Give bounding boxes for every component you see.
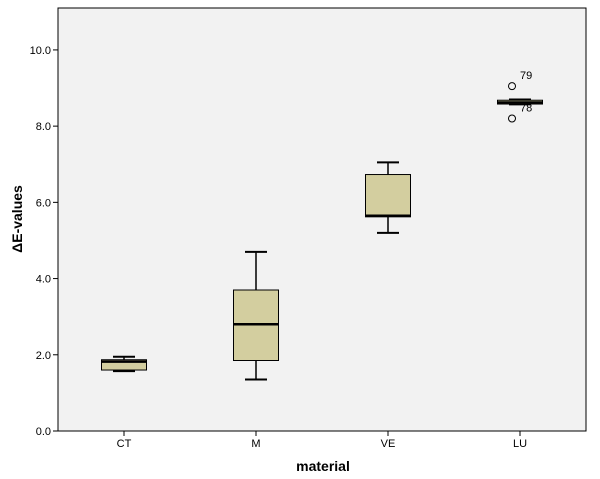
y-tick-label: 2.0 — [36, 350, 51, 362]
y-tick-label: 8.0 — [36, 121, 51, 133]
y-tick-label: 0.0 — [36, 426, 51, 438]
x-tick-label: VE — [381, 438, 396, 450]
box-m — [233, 250, 279, 381]
x-tick-label: M — [251, 438, 260, 450]
iqr-box — [101, 359, 147, 371]
outlier-label: 78 — [520, 103, 532, 115]
y-tick-label: 10.0 — [30, 45, 51, 57]
iqr-box — [365, 174, 411, 218]
x-axis-title: material — [296, 458, 350, 474]
x-tick-label: CT — [117, 438, 132, 450]
outlier-point — [508, 82, 516, 91]
outlier-label: 79 — [520, 70, 532, 82]
box-ct — [101, 355, 147, 373]
y-axis-title: ΔE-values — [9, 185, 25, 253]
y-tick-label: 6.0 — [36, 197, 51, 209]
outlier-point — [508, 114, 516, 123]
boxes-group: 79 78 — [101, 70, 543, 381]
x-tick-label: LU — [513, 438, 527, 450]
box-lu: 79 78 — [497, 70, 543, 123]
box-ve — [365, 161, 411, 234]
y-tick-label: 4.0 — [36, 274, 51, 286]
y-axis: 0.0 2.0 4.0 6.0 8.0 10.0 — [30, 45, 58, 438]
x-axis: CT M VE LU — [117, 431, 527, 450]
